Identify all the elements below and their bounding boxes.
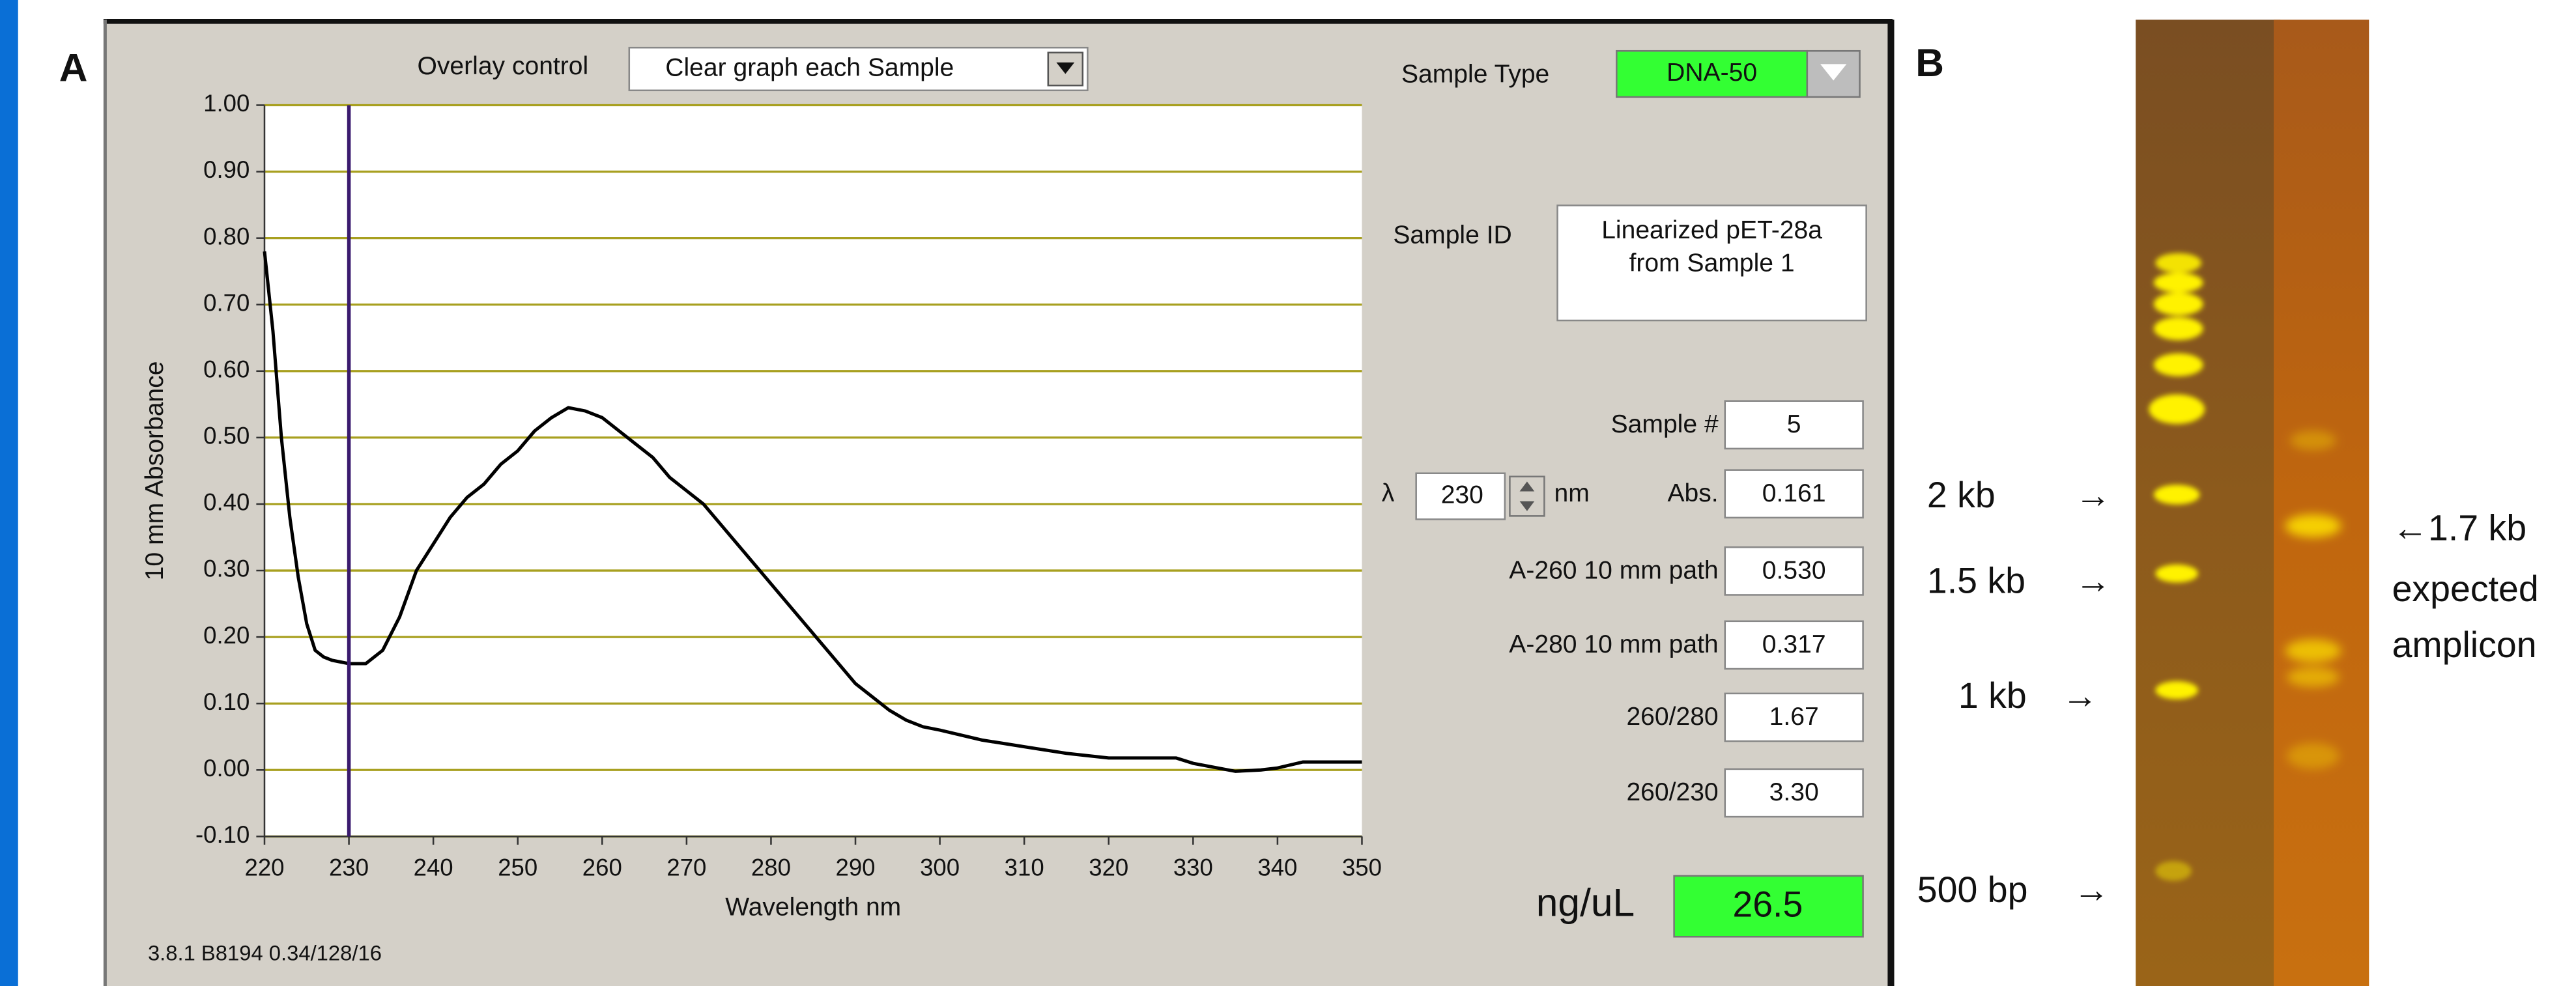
readout-field (1724, 620, 1864, 670)
x-tick-label: 250 (498, 854, 537, 880)
wavelength-unit: nm (1554, 479, 1590, 507)
y-tick-label: 0.80 (203, 223, 250, 249)
y-tick-label: 0.10 (203, 688, 250, 715)
sample-type-label: Sample Type (1401, 60, 1549, 88)
x-tick-label: 320 (1089, 854, 1128, 880)
y-tick-label: 0.40 (203, 489, 250, 516)
sample-type-field[interactable] (1616, 49, 1809, 98)
x-tick-label: 270 (666, 854, 706, 880)
readout-label: 260/230 (1626, 778, 1718, 806)
x-tick-label: 230 (329, 854, 369, 880)
readout-value: 5 (1787, 410, 1801, 438)
ladder-arrow: → (2073, 869, 2109, 910)
plot-area (264, 105, 1362, 837)
sample-type-value: DNA-50 (1667, 59, 1757, 87)
dropdown-arrow (1056, 62, 1075, 74)
readout-label: Abs. (1668, 479, 1719, 507)
sample-id-field[interactable] (1556, 204, 1867, 322)
y-tick-label: -0.10 (195, 821, 250, 848)
x-tick-label: 310 (1005, 854, 1044, 880)
ladder-label: 1 kb (1958, 675, 2027, 716)
sample-id-line: from Sample 1 (1629, 249, 1795, 277)
x-tick-label: 300 (920, 854, 960, 880)
readout-field (1724, 692, 1864, 742)
ladder-label: 2 kb (1927, 475, 1996, 515)
x-tick-label: 350 (1342, 854, 1382, 880)
version-footer: 3.8.1 B8194 0.34/128/16 (148, 941, 382, 965)
x-tick-label: 280 (751, 854, 791, 880)
readout-field (1724, 768, 1864, 818)
readout-label: Sample # (1611, 410, 1719, 438)
sample-id-label: Sample ID (1393, 221, 1511, 249)
x-tick-label: 340 (1257, 854, 1297, 880)
overlay-label: Overlay control (418, 52, 589, 80)
x-tick-label: 260 (582, 854, 622, 880)
concentration-field (1673, 875, 1864, 938)
x-tick-label: 240 (414, 854, 453, 880)
readout-field (1724, 546, 1864, 596)
readout-label: 260/280 (1626, 703, 1718, 731)
spectrum-line (263, 251, 1362, 773)
amplicon-annotation: ←1.7 kb (2392, 508, 2527, 548)
x-tick-label: 220 (244, 854, 284, 880)
y-tick-label: 0.90 (203, 156, 250, 183)
readout-field (1724, 400, 1864, 450)
readout-value: 0.161 (1762, 479, 1826, 507)
amplicon-annotation: expected (2392, 569, 2539, 609)
ladder-bands (2149, 253, 2205, 881)
gel-lane-ladder (2136, 20, 2281, 986)
readout-label: A-280 10 mm path (1509, 630, 1718, 658)
sample-type-arrow (1820, 64, 1847, 81)
readout-field (1724, 469, 1864, 519)
gel-lane-sample (2274, 20, 2369, 986)
lambda-symbol: λ (1382, 479, 1395, 507)
y-tick-label: 0.30 (203, 556, 250, 582)
readout-value: 3.30 (1769, 778, 1819, 806)
ladder-label: 1.5 kb (1927, 560, 2025, 600)
ladder-label: 500 bp (1917, 869, 2028, 910)
readout-value: 0.530 (1762, 556, 1826, 584)
wavelength-field[interactable] (1415, 472, 1506, 520)
y-tick-label: 0.60 (203, 356, 250, 382)
panel-label: B (1915, 40, 1944, 85)
sample-id-line: Linearized pET-28a (1601, 216, 1822, 244)
concentration-label: ng/uL (1536, 880, 1635, 924)
amplicon-annotation: amplicon (2392, 625, 2537, 665)
wavelength-value: 230 (1441, 481, 1483, 509)
y-tick-label: 1.00 (203, 90, 250, 117)
dropdown-value: Clear graph each Sample (665, 53, 954, 81)
dropdown[interactable] (628, 46, 1089, 92)
ladder-arrow: → (2075, 560, 2111, 600)
ladder-arrow: → (2075, 475, 2111, 515)
readout-value: 0.317 (1762, 630, 1826, 658)
x-tick-label: 330 (1173, 854, 1213, 880)
y-tick-label: 0.70 (203, 289, 250, 316)
x-tick-label: 290 (836, 854, 876, 880)
side-strip (0, 0, 18, 986)
y-tick-label: 0.00 (203, 755, 250, 782)
readout-label: A-260 10 mm path (1509, 556, 1718, 584)
ladder-arrow: → (2062, 675, 2098, 716)
y-axis-label: 10 mm Absorbance (141, 361, 169, 581)
y-tick-label: 0.20 (203, 622, 250, 649)
sample-bands (2285, 430, 2341, 769)
panel-label: A (59, 45, 88, 89)
y-tick-label: 0.50 (203, 423, 250, 449)
concentration-value: 26.5 (1732, 884, 1803, 925)
x-axis-label: Wavelength nm (725, 894, 901, 922)
spinner-arrows (1519, 481, 1535, 511)
readout-value: 1.67 (1769, 703, 1819, 731)
